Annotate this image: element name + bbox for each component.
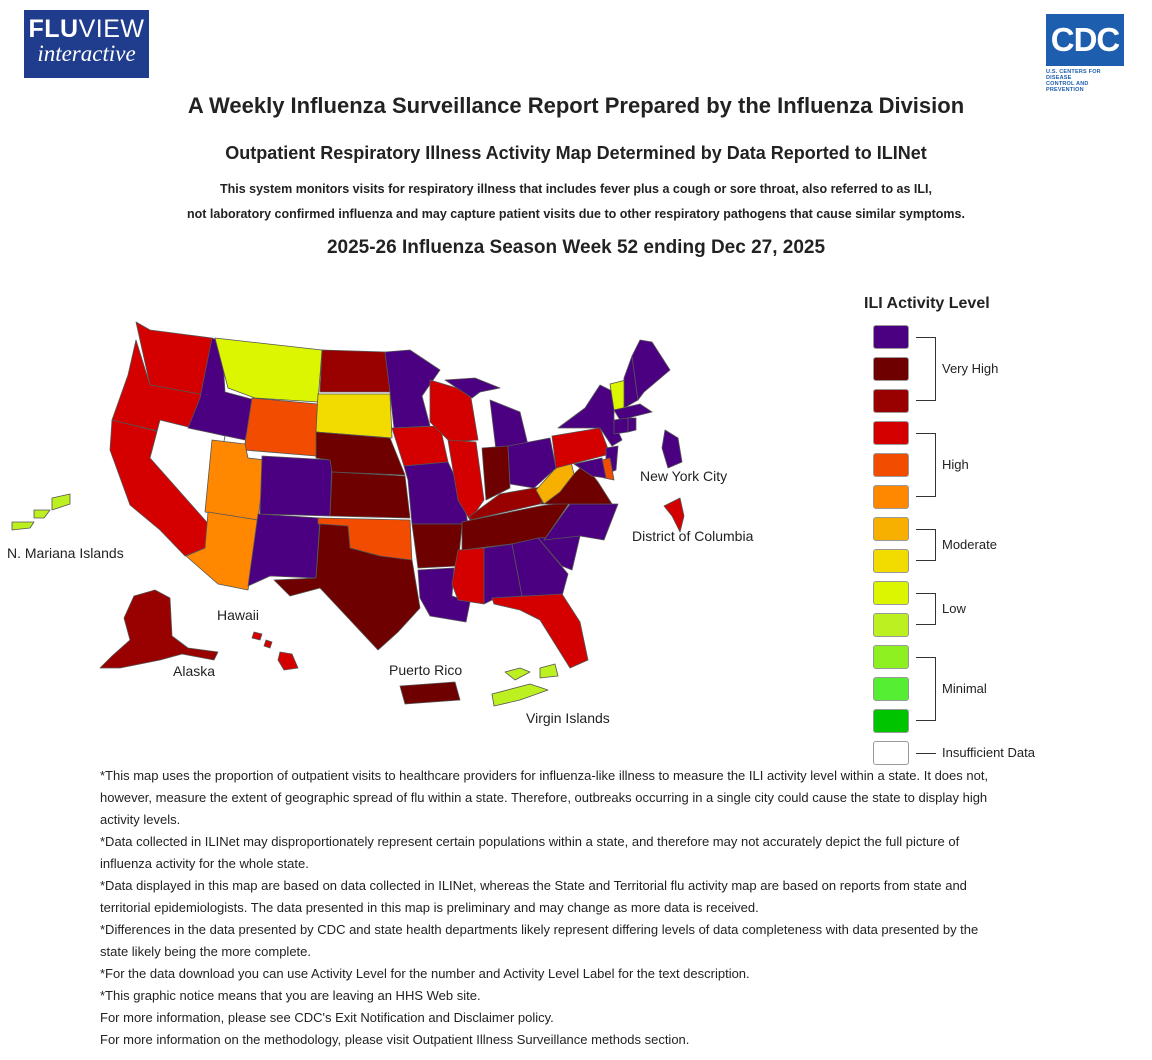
note-item: *Data displayed in this map are based on… bbox=[100, 878, 967, 915]
legend-swatch-level-6[interactable] bbox=[873, 549, 909, 573]
legend-swatch-level-5[interactable] bbox=[873, 581, 909, 605]
legend-swatch-level-1[interactable] bbox=[873, 709, 909, 733]
state-dc[interactable] bbox=[663, 497, 685, 533]
state-in[interactable] bbox=[481, 445, 511, 501]
note-item: For more information, please see CDC's E… bbox=[100, 1010, 554, 1025]
legend-swatch-level-4[interactable] bbox=[873, 613, 909, 637]
state-wv[interactable] bbox=[535, 457, 575, 505]
legend-title: ILI Activity Level bbox=[864, 295, 990, 312]
legend-swatch-level-9[interactable] bbox=[873, 453, 909, 477]
state-sd[interactable] bbox=[315, 393, 393, 439]
state-pr[interactable] bbox=[399, 681, 461, 705]
state-ms[interactable] bbox=[451, 547, 485, 605]
note-item: *This map uses the proportion of outpati… bbox=[100, 768, 989, 827]
state-nd[interactable] bbox=[319, 349, 391, 393]
label-puerto-rico: Puerto Rico bbox=[389, 662, 462, 678]
note-item: *This graphic notice means that you are … bbox=[100, 988, 481, 1003]
map-notes: *This map uses the proportion of outpati… bbox=[100, 765, 1000, 1051]
label-district-of-columbia: District of Columbia bbox=[632, 528, 754, 544]
description-line-2: not laboratory confirmed influenza and m… bbox=[187, 207, 965, 221]
label-virgin-islands: Virgin Islands bbox=[526, 710, 610, 726]
fluview-logo[interactable]: FLUVIEW interactive bbox=[24, 10, 149, 78]
legend-tick-insufficient bbox=[916, 753, 936, 754]
legend-label-high: High bbox=[942, 457, 969, 472]
map-subtitle: Outpatient Respiratory Illness Activity … bbox=[225, 143, 927, 163]
cdc-logo-sub-1: U.S. CENTERS FOR DISEASE bbox=[1046, 69, 1101, 81]
state-ak[interactable] bbox=[99, 589, 219, 669]
state-oh[interactable] bbox=[507, 437, 557, 489]
legend-bracket-high bbox=[916, 433, 936, 497]
cdc-logo-mark: CDC bbox=[1046, 14, 1124, 66]
note-item: For more information on the methodology,… bbox=[100, 1032, 690, 1047]
legend-swatch-level-3[interactable] bbox=[873, 645, 909, 669]
legend-label-minimal: Minimal bbox=[942, 681, 987, 696]
state-me[interactable] bbox=[631, 339, 671, 401]
fluview-logo-sub: interactive bbox=[37, 41, 136, 66]
legend-label-very-high: Very High bbox=[942, 361, 999, 376]
state-mn[interactable] bbox=[384, 349, 441, 429]
state-ut[interactable] bbox=[204, 439, 266, 521]
state-ga[interactable] bbox=[511, 537, 569, 597]
label-alaska: Alaska bbox=[173, 663, 215, 679]
label-hawaii: Hawaii bbox=[217, 607, 259, 623]
note-item: *For the data download you can use Activ… bbox=[100, 966, 750, 981]
state-ar[interactable] bbox=[411, 523, 463, 569]
state-il[interactable] bbox=[447, 439, 485, 521]
legend-swatch-level-10[interactable] bbox=[873, 421, 909, 445]
cdc-logo-sub-2: CONTROL AND PREVENTION bbox=[1046, 81, 1089, 93]
state-hi[interactable] bbox=[251, 631, 299, 671]
state-nyc[interactable] bbox=[661, 429, 683, 469]
state-ks[interactable] bbox=[329, 471, 411, 519]
state-nm[interactable] bbox=[247, 513, 321, 587]
fluview-logo-rest: VIEW bbox=[78, 15, 145, 43]
page-title: A Weekly Influenza Surveillance Report P… bbox=[187, 93, 965, 118]
ili-activity-map: New York City District of Columbia N. Ma… bbox=[7, 321, 754, 726]
cdc-logo[interactable]: CDC U.S. CENTERS FOR DISEASE CONTROL AND… bbox=[1046, 14, 1126, 93]
state-ct[interactable] bbox=[613, 417, 629, 435]
state-wy[interactable] bbox=[243, 397, 319, 457]
legend-bracket-low bbox=[916, 593, 936, 625]
legend-swatch-level-11[interactable] bbox=[873, 389, 909, 413]
legend-bracket-moderate bbox=[916, 529, 936, 561]
legend-label-insufficient-data: Insufficient Data bbox=[942, 745, 1035, 760]
legend-swatch-level-8[interactable] bbox=[873, 485, 909, 509]
description-line-1: This system monitors visits for respirat… bbox=[219, 182, 932, 196]
state-tx[interactable] bbox=[273, 523, 421, 651]
legend-label-low: Low bbox=[942, 601, 966, 616]
state-nc[interactable] bbox=[543, 503, 619, 541]
state-co[interactable] bbox=[259, 455, 333, 517]
note-item: *Differences in the data presented by CD… bbox=[100, 922, 979, 959]
legend-swatch-level-12[interactable] bbox=[873, 357, 909, 381]
state-fl[interactable] bbox=[491, 593, 589, 669]
legend-swatch-level-7[interactable] bbox=[873, 517, 909, 541]
state-md[interactable] bbox=[573, 457, 607, 479]
legend-swatch-level-13[interactable] bbox=[873, 325, 909, 349]
state-mt[interactable] bbox=[214, 337, 323, 403]
legend-swatch-level-2[interactable] bbox=[873, 677, 909, 701]
legend-label-moderate: Moderate bbox=[942, 537, 997, 552]
label-n-mariana-islands: N. Mariana Islands bbox=[7, 545, 124, 561]
legend-swatch-level-0[interactable] bbox=[873, 741, 909, 765]
legend-bracket-very-high bbox=[916, 337, 936, 401]
state-ma[interactable] bbox=[613, 403, 653, 421]
state-mp[interactable] bbox=[11, 493, 71, 531]
state-ri[interactable] bbox=[627, 417, 637, 433]
note-item: *Data collected in ILINet may disproport… bbox=[100, 834, 960, 871]
label-new-york-city: New York City bbox=[640, 468, 727, 484]
legend-bracket-minimal bbox=[916, 657, 936, 721]
fluview-logo-bold: FLU bbox=[28, 15, 79, 43]
state-vi[interactable] bbox=[491, 663, 559, 707]
season-heading: 2025-26 Influenza Season Week 52 ending … bbox=[326, 237, 826, 258]
